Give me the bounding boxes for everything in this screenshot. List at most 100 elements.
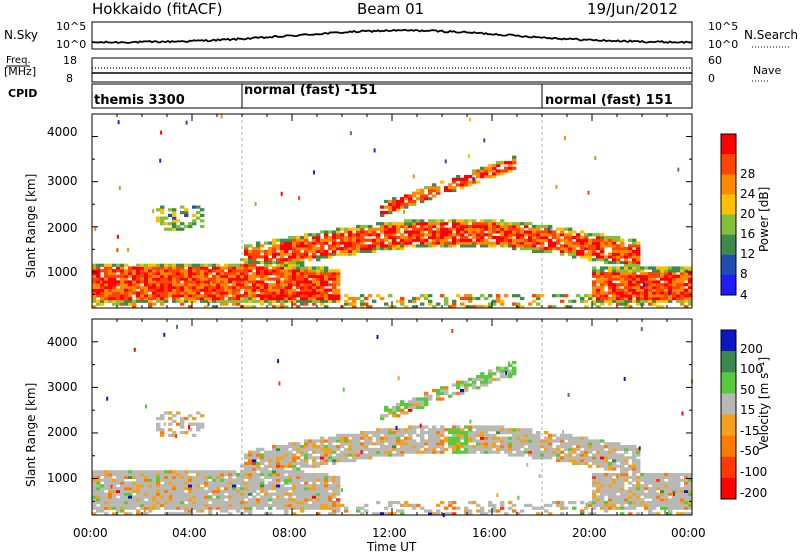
heatmap-cell <box>340 249 345 253</box>
heatmap-cell <box>288 299 293 303</box>
heatmap-cell <box>260 299 265 303</box>
heatmap-cell <box>332 291 337 295</box>
heatmap-cell <box>560 227 565 231</box>
heatmap-cell <box>228 481 233 485</box>
heatmap-cell <box>652 277 657 281</box>
heatmap-cell <box>564 235 569 240</box>
heatmap-cell <box>280 475 285 479</box>
heatmap-cell <box>548 433 553 437</box>
heatmap-cell <box>408 436 413 440</box>
heatmap-cell <box>572 247 577 251</box>
heatmap-cell <box>600 445 605 449</box>
heatmap-cell <box>252 475 257 479</box>
heatmap-cell <box>328 299 333 303</box>
heatmap-cell <box>240 272 245 276</box>
heatmap-cell <box>180 478 185 482</box>
heatmap-cell <box>336 453 341 457</box>
heatmap-cell <box>660 495 665 499</box>
heatmap-cell <box>164 506 169 510</box>
heatmap-cell <box>304 238 309 242</box>
heatmap-cell <box>172 495 177 499</box>
heatmap-cell <box>352 302 357 306</box>
heatmap-cell <box>208 473 213 477</box>
heatmap-cell <box>612 260 617 265</box>
heatmap-cell <box>588 252 593 256</box>
heatmap-cell <box>352 447 357 451</box>
heatmap-cell <box>300 238 305 242</box>
heatmap-cell <box>124 495 129 499</box>
heatmap-cell <box>516 436 521 440</box>
heatmap-cell <box>620 247 625 251</box>
heatmap-cell <box>316 299 321 303</box>
heatmap-cell <box>400 238 405 242</box>
heatmap-cell <box>336 274 341 278</box>
heatmap-cell <box>276 294 281 298</box>
heatmap-cell <box>660 288 665 292</box>
heatmap-cell <box>484 241 489 245</box>
heatmap-cell <box>452 299 457 303</box>
heatmap-cell <box>252 258 257 262</box>
heatmap-cell <box>628 288 633 292</box>
heatmap-speck <box>110 484 113 489</box>
heatmap-cell <box>116 487 121 491</box>
heatmap-cell <box>628 244 633 248</box>
heatmap-cell <box>496 296 501 301</box>
heatmap-cell <box>340 241 345 245</box>
heatmap-cell <box>328 238 333 242</box>
heatmap-speck <box>106 396 109 401</box>
heatmap-cell <box>420 294 425 298</box>
heatmap-cell <box>168 222 173 226</box>
heatmap-cell <box>308 473 313 477</box>
heatmap-cell <box>484 224 489 229</box>
heatmap-cell <box>284 288 289 292</box>
heatmap-cell <box>584 233 589 237</box>
heatmap-cell <box>228 277 233 281</box>
power-cbar-tick: 28 <box>740 167 756 181</box>
heatmap-cell <box>108 489 113 493</box>
heatmap-cell <box>296 481 301 485</box>
heatmap-cell <box>532 249 537 253</box>
heatmap-cell <box>652 503 657 507</box>
heatmap-cell <box>528 428 533 432</box>
heatmap-cell <box>464 386 469 390</box>
heatmap-cell <box>264 285 269 289</box>
heatmap-cell <box>384 447 389 451</box>
heatmap-cell <box>684 294 689 298</box>
heatmap-cell <box>120 506 125 510</box>
heatmap-cell <box>548 238 553 242</box>
heatmap-cell <box>472 222 477 226</box>
heatmap-speck <box>397 376 400 381</box>
heatmap-cell <box>444 506 449 510</box>
heatmap-cell <box>548 233 553 237</box>
heatmap-cell <box>316 450 321 454</box>
heatmap-cell <box>336 433 341 437</box>
heatmap-cell <box>408 428 413 432</box>
heatmap-cell <box>272 461 277 465</box>
velocity-ytick: 2000 <box>47 425 78 439</box>
heatmap-cell <box>188 272 193 276</box>
heatmap-cell <box>668 299 673 303</box>
heatmap-cell <box>312 255 317 259</box>
heatmap-cell <box>300 484 305 488</box>
heatmap-speck <box>587 190 590 195</box>
heatmap-cell <box>672 478 677 482</box>
heatmap-cell <box>584 235 589 240</box>
heatmap-cell <box>248 473 253 477</box>
heatmap-cell <box>136 503 141 507</box>
heatmap-cell <box>104 503 109 507</box>
heatmap-cell <box>460 241 465 245</box>
heatmap-cell <box>288 269 293 273</box>
heatmap-cell <box>624 260 629 265</box>
heatmap-cell <box>536 506 541 510</box>
heatmap-cell <box>348 241 353 245</box>
heatmap-cell <box>392 197 397 201</box>
heatmap-cell <box>304 277 309 281</box>
heatmap-cell <box>168 433 173 437</box>
heatmap-cell <box>416 397 421 401</box>
heatmap-cell <box>560 233 565 237</box>
heatmap-cell <box>664 503 669 507</box>
heatmap-cell <box>372 241 377 245</box>
heatmap-cell <box>600 450 605 454</box>
heatmap-cell <box>236 277 241 281</box>
heatmap-cell <box>440 180 445 184</box>
